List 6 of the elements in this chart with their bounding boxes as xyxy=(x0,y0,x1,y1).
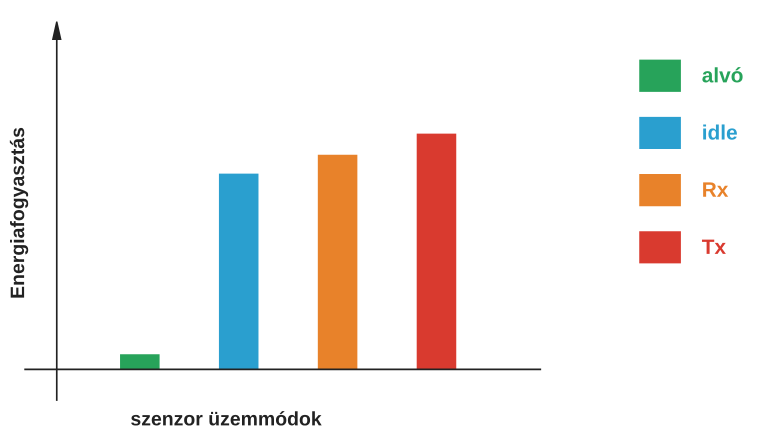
y-axis-title: Energiafogyasztás xyxy=(10,128,28,298)
legend-label: Rx xyxy=(703,182,728,197)
legend-label: alvó xyxy=(702,67,743,83)
legend-label: Tx xyxy=(702,240,726,254)
legend-label: idle xyxy=(703,124,737,140)
x-axis-title: szenzor üzemmódok xyxy=(131,411,322,426)
